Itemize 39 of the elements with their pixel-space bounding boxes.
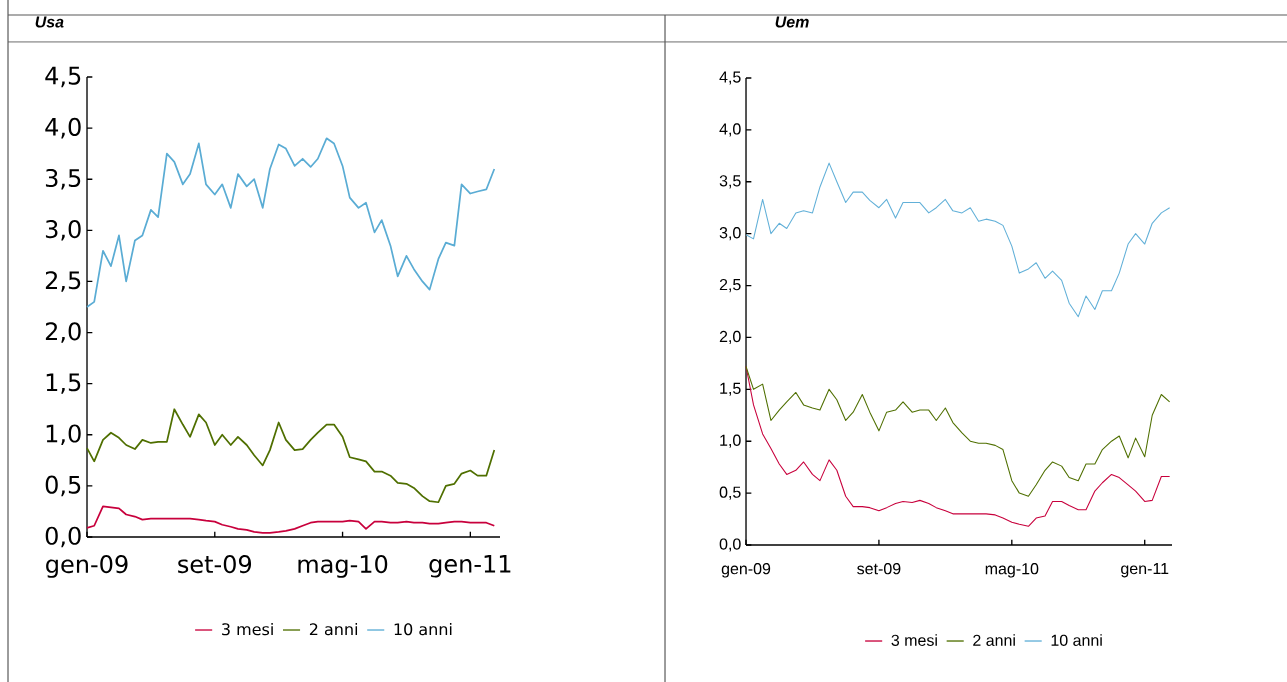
x-tick-label: mag-10 bbox=[298, 555, 388, 578]
y-tick-label: 4,0 bbox=[45, 117, 81, 139]
legend-label: 10 anni bbox=[1051, 634, 1102, 646]
y-tick-label: 4,0 bbox=[719, 123, 741, 137]
y-tick-label: 0,0 bbox=[45, 526, 81, 548]
legend-label: 3 mesi bbox=[222, 622, 273, 636]
x-tick-label: gen-11 bbox=[429, 555, 511, 578]
y-tick-label: 1,0 bbox=[46, 424, 81, 446]
y-tick-label: 1,0 bbox=[720, 434, 741, 448]
legend-label: 2 anni bbox=[309, 622, 358, 636]
chart-title: Usa bbox=[35, 16, 64, 28]
y-tick-label: 3,5 bbox=[719, 175, 741, 189]
x-tick-label: gen-11 bbox=[1121, 563, 1169, 578]
y-tick-label: 2,0 bbox=[719, 330, 741, 345]
chart-title: Uem bbox=[775, 16, 809, 28]
x-tick-label: gen-09 bbox=[721, 563, 771, 578]
x-tick-label: gen-09 bbox=[46, 555, 128, 578]
y-tick-label: 1,5 bbox=[46, 373, 81, 394]
y-tick-label: 2,5 bbox=[719, 278, 741, 293]
y-tick-label: 0,0 bbox=[719, 538, 741, 552]
x-tick-label: mag-10 bbox=[985, 563, 1039, 578]
y-tick-label: 0,5 bbox=[45, 475, 81, 497]
y-tick-label: 3,0 bbox=[45, 220, 81, 241]
y-tick-label: 3,5 bbox=[45, 168, 81, 190]
y-tick-label: 1,5 bbox=[720, 382, 741, 396]
x-tick-label: set-09 bbox=[178, 555, 252, 574]
legend-label: 3 mesi bbox=[891, 634, 937, 646]
y-tick-label: 4,5 bbox=[45, 66, 81, 88]
line-series bbox=[86, 408, 496, 504]
line-series bbox=[86, 137, 496, 308]
y-tick-label: 2,0 bbox=[45, 322, 81, 343]
y-tick-label: 3,0 bbox=[719, 227, 741, 241]
y-tick-label: 0,5 bbox=[719, 486, 741, 500]
legend-label: 10 anni bbox=[394, 622, 452, 636]
y-tick-label: 2,5 bbox=[45, 271, 81, 292]
x-tick-label: set-09 bbox=[857, 563, 901, 575]
line-series bbox=[745, 365, 1171, 497]
legend-label: 2 anni bbox=[973, 634, 1015, 646]
y-tick-label: 4,5 bbox=[719, 71, 741, 85]
